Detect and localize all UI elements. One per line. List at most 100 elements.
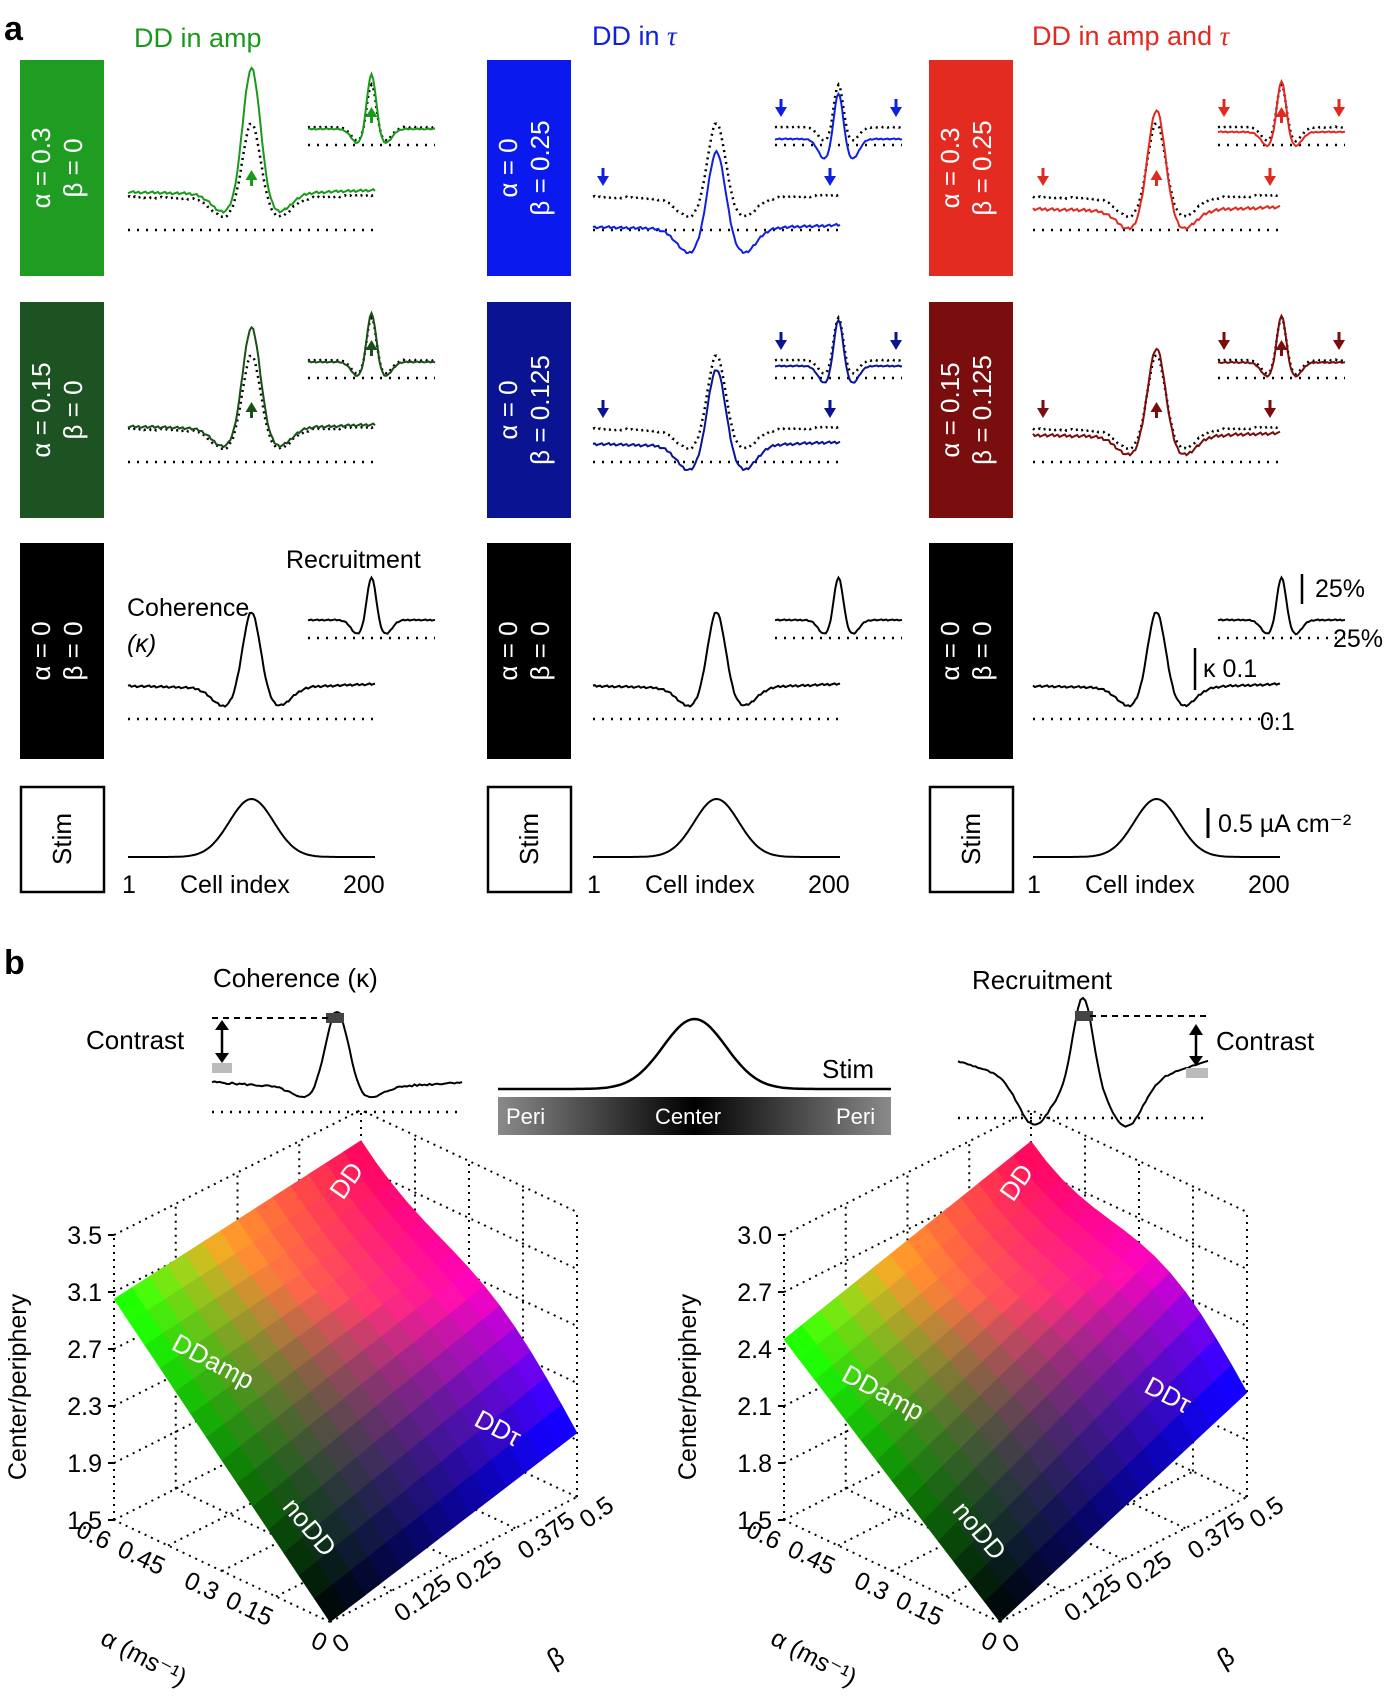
surface-mesh [113,1140,578,1623]
z-tick-label: 1.5 [737,1507,772,1535]
beta-tick-label: 0 [997,1628,1024,1659]
param-beta: β = 0.125 [967,355,997,465]
trace-group-r3-c2 [592,575,903,721]
alpha-tick-label: 0.3 [850,1566,893,1606]
alpha-axis-label: α (ms⁻¹) [96,1624,191,1692]
dd-trace [592,369,841,472]
scalebar-kappa: κ 0.1 [1203,655,1257,683]
param-beta: β = 0.125 [525,355,555,465]
contrast-label-left: Contrast [86,1025,185,1055]
recruitment-dd-trace [1217,78,1346,148]
z-axis-label: Center/periphery [674,1293,702,1480]
recruitment-reference [774,314,903,375]
arrow-up-icon [215,1020,229,1030]
axis-start: 1 [587,871,601,899]
surface-mesh [783,1140,1248,1623]
axis-end: 200 [343,871,385,899]
arrow-up-icon [1275,107,1288,117]
gradient-peri-right: Peri [836,1104,875,1129]
arrow-up-icon [1150,170,1163,180]
arrow-down-icon [1264,408,1276,418]
arrow-down-icon [597,408,609,418]
arrow-up-icon [1275,340,1288,350]
recruitment-trace [307,575,436,635]
coherence-trace [1032,611,1281,708]
alpha-axis-label: α (ms⁻¹) [766,1624,861,1692]
axis-end: 200 [808,871,850,899]
scalebar-recruit-25-b: 25% [1333,625,1383,653]
param-box-r1-c3: α = 0.3 β = 0.25 [929,60,1013,276]
gradient-peri-left: Peri [506,1104,545,1129]
beta-tick-label: 0.5 [574,1491,619,1534]
trace-group-r2-c2 [592,314,903,472]
recruitment-dd-trace [774,91,903,160]
coherence-trace [127,611,376,708]
stim-box-c1: Stim [19,785,106,894]
z-tick-label: 3.5 [67,1222,102,1250]
stim-label-b: Stim [822,1054,874,1084]
param-alpha: α = 0 [493,380,523,439]
param-box-r1-c1: α = 0.3 β = 0 [20,60,104,276]
arrow-down-icon [597,176,609,186]
trace-group-r3-c3 [1032,575,1346,721]
recruitment-dd-trace [307,310,436,377]
param-beta: β = 0 [58,380,88,439]
z-tick-label: 3.0 [737,1222,772,1250]
stim-label: Stim [514,813,544,865]
z-tick-label: 2.3 [67,1393,102,1421]
scalebar-current: 0.5 µA cm⁻² [1218,810,1351,838]
z-tick-label: 3.1 [67,1279,102,1307]
beta-tick-label: 0.125 [1059,1569,1126,1628]
arrow-down-icon [775,340,787,350]
axis-start: 1 [122,871,136,899]
z-tick-label: 1.9 [67,1450,102,1478]
stim-curve-c2: 1 Cell index 200 [587,797,850,899]
z-axis-label: Center/periphery [4,1293,32,1480]
axis-label: Cell index [1085,871,1195,899]
trace-group-r1-c3 [1032,78,1346,232]
arrow-down-icon [1264,176,1276,186]
axis-label: Cell index [645,871,755,899]
stim-schematic [498,1017,891,1091]
param-alpha: α = 0.15 [935,362,965,457]
beta-tick-label: 0.25 [1121,1546,1177,1597]
beta-axis-label: β [1212,1640,1240,1673]
param-alpha: α = 0 [493,138,523,197]
dd-trace [1032,347,1281,457]
param-box-r2-c1: α = 0.15 β = 0 [20,302,104,518]
recruitment-trace [774,575,903,635]
alpha-tick-label: 0.15 [891,1586,947,1632]
trace-group-r2-c1 [127,310,436,464]
z-tick-label: 1.8 [737,1450,772,1478]
arrow-down-icon [890,107,902,117]
beta-axis-label: β [542,1640,570,1673]
recruitment-title-b: Recruitment [972,965,1113,995]
trace-group-r3-c1 [127,575,436,721]
beta-tick-label: 0.375 [1183,1506,1250,1565]
arrow-down-icon [1218,340,1230,350]
stim-curve-c1: 1 Cell index 200 [122,797,385,899]
arrow-down-icon [890,340,902,350]
arrow-up-icon [245,402,258,412]
center-periphery-gradient-bar [498,1097,891,1135]
dd-trace [1032,109,1281,231]
arrow-up-icon [365,107,378,117]
alpha-tick-label: 0.45 [783,1535,839,1581]
trace-group-r1-c1 [127,66,436,232]
stim-box-c2: Stim [486,785,573,894]
arrow-down-icon [1189,1056,1203,1066]
arrow-down-icon [1333,107,1345,117]
arrow-down-icon [1037,408,1049,418]
dd-trace [127,325,376,449]
param-beta: β = 0 [967,621,997,680]
arrow-down-icon [1333,340,1345,350]
scalebar-kappa-b: 0.1 [1260,708,1295,736]
axis-label: Cell index [180,871,290,899]
reference-trace [592,354,841,452]
beta-tick-label: 0.125 [389,1569,456,1628]
surface-plot-1: DDDDampDDτnoDD3.53.12.72.31.91.50.60.450… [4,1108,619,1692]
trace-group-r2-c3 [1032,313,1346,464]
